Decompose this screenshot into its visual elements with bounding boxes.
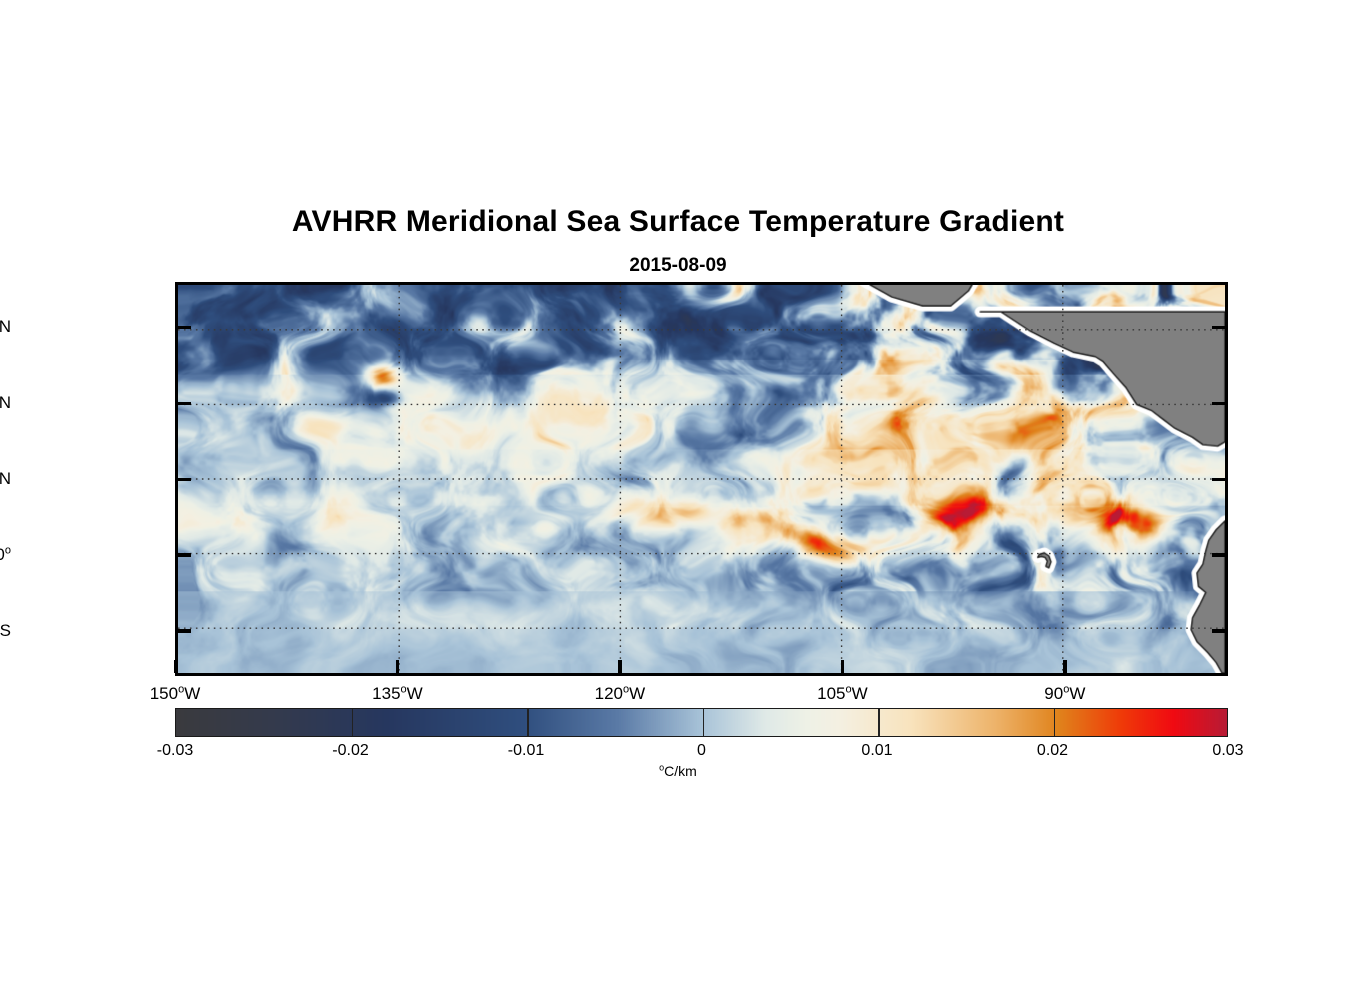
y-tick-mark-right-4 — [1212, 629, 1225, 633]
y-tick-mark-right-2 — [1212, 477, 1225, 481]
colorbar-tick-3 — [702, 709, 704, 736]
colorbar-tick-4 — [878, 709, 880, 736]
y-tick-label-4: 5oS — [0, 620, 11, 640]
x-tick-mark-0 — [173, 660, 177, 673]
land-mask-overlay — [178, 285, 1225, 673]
x-tick-mark-3 — [840, 660, 845, 673]
colorbar-tick-label-1: -0.02 — [332, 742, 369, 759]
y-tick-label-3: 0o — [0, 544, 11, 564]
y-tick-mark-3 — [178, 553, 191, 557]
y-tick-label-1: 10oN — [0, 393, 11, 413]
x-tick-label-2: 120oW — [594, 683, 646, 703]
y-tick-mark-right-1 — [1212, 401, 1225, 406]
y-tick-mark-4 — [178, 629, 191, 633]
colorbar-units-label: oC/km — [659, 762, 697, 779]
y-tick-mark-right-0 — [1212, 325, 1225, 330]
colorbar-tick-1 — [351, 709, 353, 736]
colorbar-tick-2 — [527, 709, 529, 736]
x-tick-label-1: 135oW — [372, 683, 423, 703]
colorbar-tick-5 — [1053, 709, 1055, 736]
x-tick-label-4: 90oW — [1044, 683, 1086, 703]
x-tick-mark-4 — [1063, 660, 1067, 673]
page-title: AVHRR Meridional Sea Surface Temperature… — [291, 205, 1065, 238]
colorbar-gradient — [176, 709, 1227, 736]
x-tick-label-0: 150oW — [149, 683, 201, 703]
x-tick-label-3: 105oW — [817, 683, 868, 703]
colorbar[interactable] — [175, 708, 1228, 737]
y-tick-label-2: 5oN — [0, 469, 11, 488]
y-tick-mark-0 — [178, 325, 191, 330]
figure-subtitle-date: 2015-08-09 — [629, 255, 727, 276]
y-tick-mark-2 — [178, 477, 191, 481]
colorbar-tick-label-0: -0.03 — [156, 742, 194, 759]
colorbar-tick-label-4: 0.01 — [861, 742, 893, 759]
colorbar-tick-label-2: -0.01 — [507, 742, 545, 759]
colorbar-tick-label-6: 0.03 — [1212, 742, 1244, 759]
colorbar-tick-label-5: 0.02 — [1036, 742, 1069, 759]
x-tick-mark-1 — [395, 660, 400, 673]
colorbar-tick-label-3: 0 — [697, 742, 706, 759]
y-tick-mark-right-3 — [1212, 553, 1225, 557]
y-tick-label-0: 15oN — [0, 317, 11, 337]
map-axes[interactable] — [175, 282, 1228, 676]
y-tick-mark-1 — [178, 401, 191, 406]
x-tick-mark-2 — [618, 660, 622, 673]
